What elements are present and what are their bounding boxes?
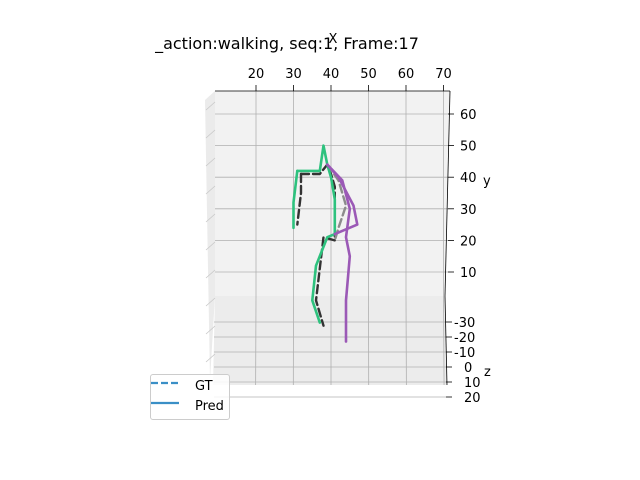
- side-pane: [205, 91, 215, 380]
- x-tick-label: 30: [285, 67, 302, 82]
- x-tick-label: 40: [323, 67, 340, 82]
- x-tick-label: 70: [435, 67, 452, 82]
- pred-limb-line: [325, 163, 359, 236]
- z-tick-label: -20: [454, 331, 475, 346]
- side-gridline: [205, 325, 216, 335]
- data-marks: [292, 144, 359, 343]
- legend-item-gt: GT: [151, 378, 229, 398]
- side-gridline: [205, 185, 216, 195]
- side-gridline: [205, 241, 216, 251]
- side-gridline: [205, 157, 216, 167]
- z-tick-label: -30: [454, 316, 475, 331]
- z-tick-label: 20: [464, 391, 481, 406]
- chart-title: _action:walking, seq:1, Frame:17: [154, 34, 419, 54]
- side-gridline: [205, 297, 216, 307]
- axis-lines: [215, 85, 451, 386]
- x-tick-label: 20: [248, 67, 265, 82]
- pred-limb-line: [295, 144, 337, 324]
- legend-label-gt: GT: [195, 379, 213, 394]
- y-axis-label: y: [483, 174, 491, 189]
- z-axis-line: [444, 295, 448, 386]
- legend-label-pred: Pred: [195, 399, 224, 414]
- side-gridline: [205, 213, 216, 223]
- x-tick-label: 50: [360, 67, 377, 82]
- y-tick-label: 50: [460, 140, 477, 155]
- legend-item-pred: Pred: [151, 398, 229, 418]
- x-axis-label: X: [329, 32, 338, 47]
- y-tick-label: 40: [460, 171, 477, 186]
- legend-swatch-gt: [151, 381, 179, 385]
- floor-pane: [213, 296, 447, 385]
- y-tick-label: 60: [460, 108, 477, 123]
- pred-limb-line: [292, 169, 299, 230]
- z-tick-label: 10: [464, 376, 481, 391]
- y-tick-label: 30: [460, 203, 477, 218]
- side-gridline: [205, 353, 216, 363]
- gridlines: [205, 91, 454, 398]
- y-axis-line: [444, 90, 451, 297]
- x-tick-label: 60: [398, 67, 415, 82]
- gt-limb-line: [296, 172, 303, 226]
- side-gridline: [205, 269, 216, 279]
- side-gridline: [205, 101, 216, 111]
- legend-swatch-pred: [151, 401, 179, 405]
- pred-limb-line: [325, 163, 352, 343]
- x-floor-gridline: [443, 295, 445, 386]
- z-tick-label: 0: [464, 361, 472, 376]
- y-tick-label: 10: [460, 266, 477, 281]
- legend: GT Pred: [150, 374, 230, 420]
- side-gridline: [205, 129, 216, 139]
- z-axis-label: z: [484, 365, 491, 380]
- y-tick-label: 20: [460, 234, 477, 249]
- z-tick-label: -10: [454, 346, 475, 361]
